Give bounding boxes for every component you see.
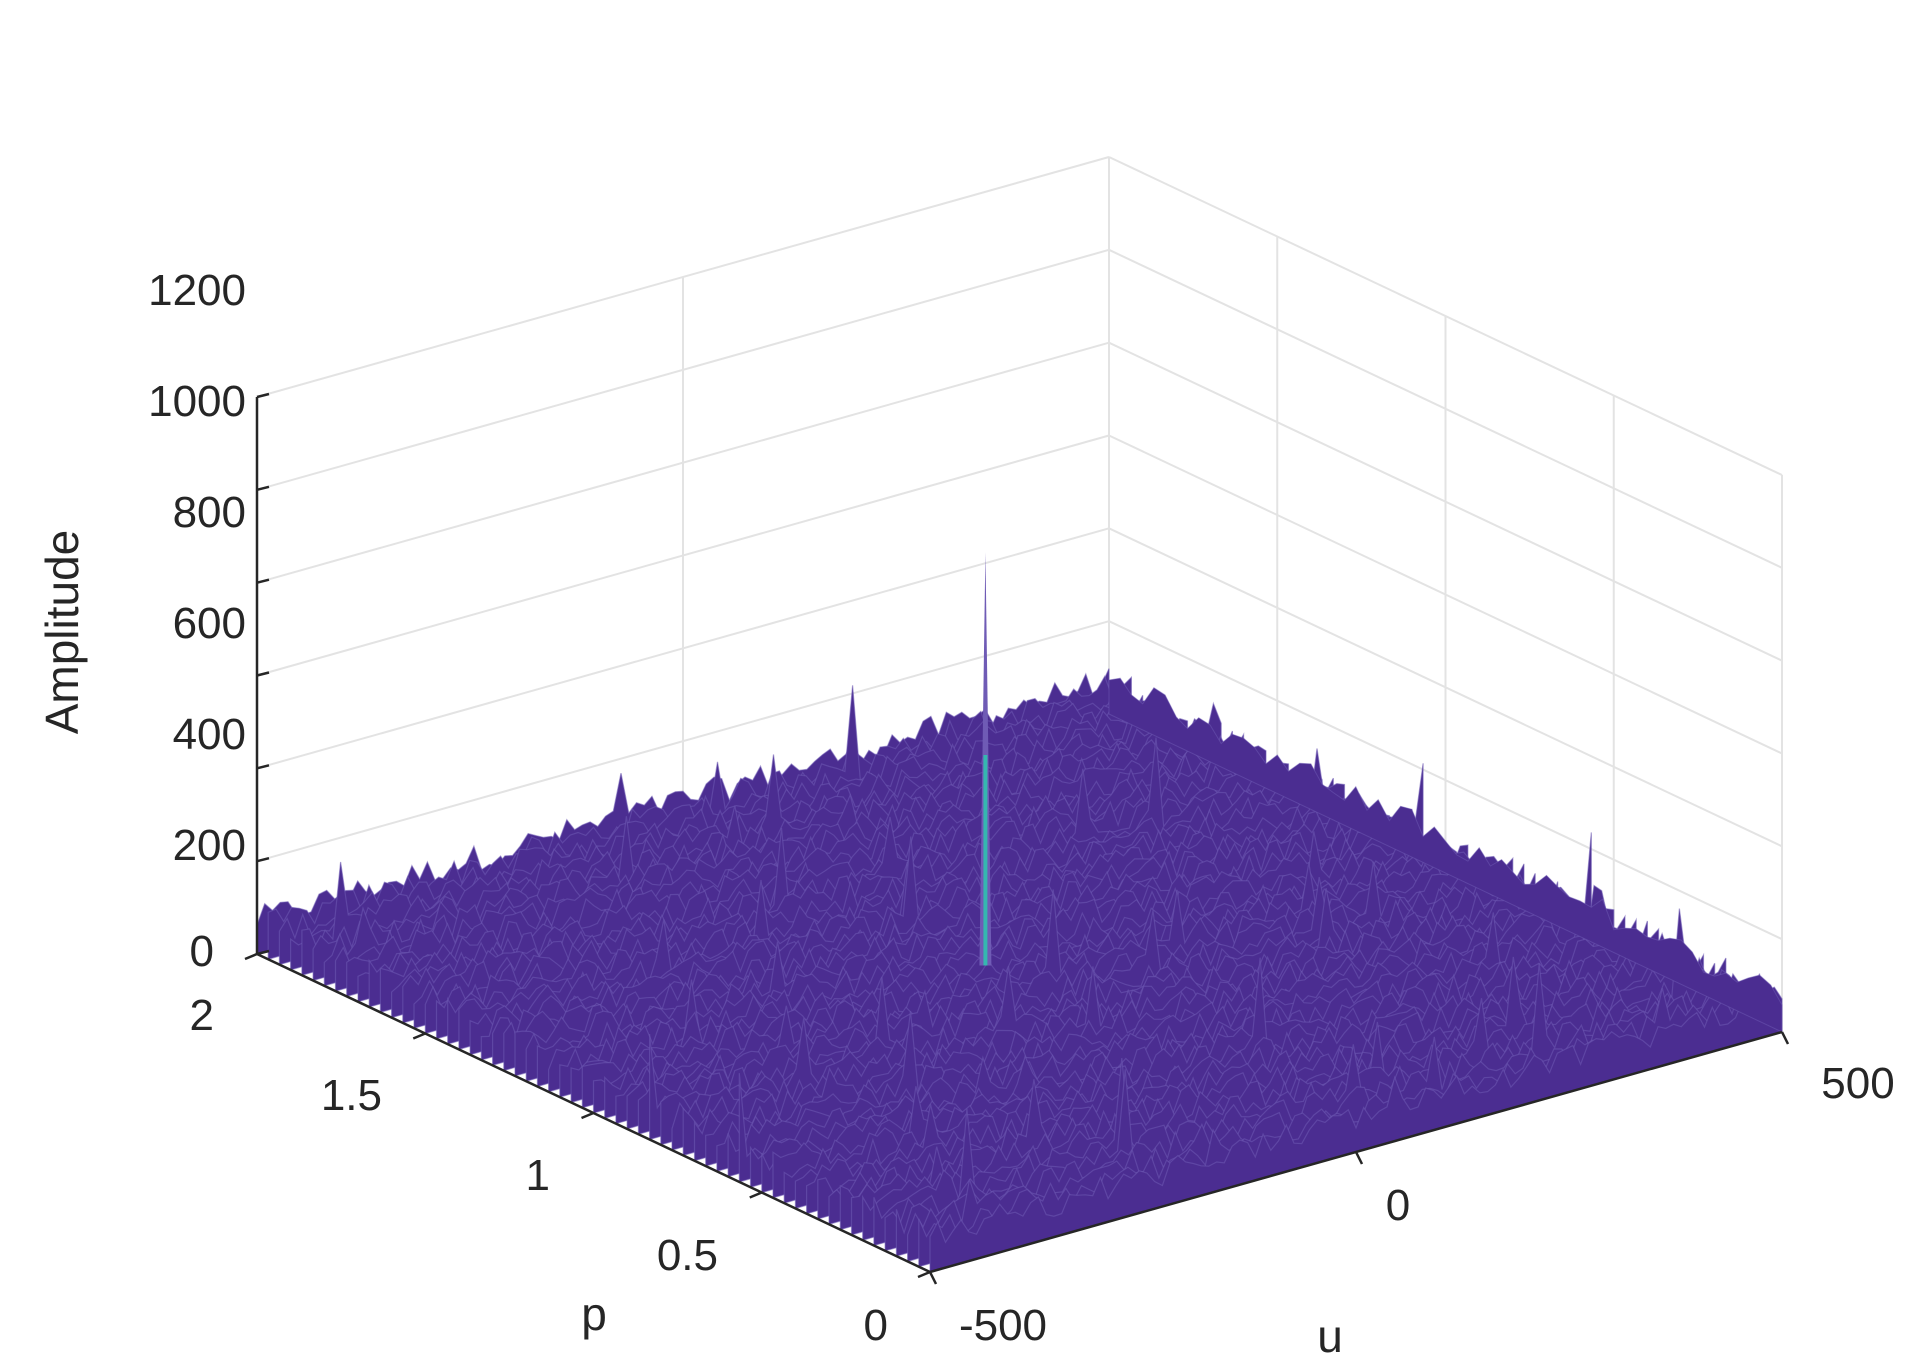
surface-strip — [929, 986, 1783, 1273]
p-tick-1: 1 — [526, 1151, 550, 1200]
u-axis-label: u — [1317, 1310, 1343, 1362]
u-tick-mark — [1354, 1151, 1364, 1165]
u-tick-500: 500 — [1821, 1059, 1894, 1108]
z-tick-mark — [256, 764, 270, 770]
p-axis-label: p — [581, 1288, 607, 1340]
z-tick-600: 600 — [173, 599, 246, 648]
p-tick-0: 0 — [864, 1301, 888, 1350]
z-tick-800: 800 — [173, 488, 246, 537]
z-tick-mark — [256, 856, 270, 863]
surface-mesh — [256, 668, 1783, 1273]
p-tick-mark — [412, 1032, 426, 1040]
z-tick-mark — [256, 949, 270, 956]
p-tick-1.5: 1.5 — [321, 1071, 382, 1120]
u-tick-minus-500: -500 — [959, 1301, 1047, 1350]
z-tick-mark — [256, 392, 270, 399]
z-tick-200: 200 — [173, 821, 246, 870]
u-tick-mark — [1780, 1031, 1790, 1045]
axes — [244, 392, 1790, 1285]
p-tick-mark — [581, 1111, 594, 1120]
z-tick-0: 0 — [190, 927, 214, 976]
z-tick-mark — [256, 485, 270, 492]
p-tick-mark — [749, 1191, 763, 1199]
p-tick-2: 2 — [190, 991, 214, 1040]
u-tick-mark — [928, 1271, 938, 1285]
peak-layer — [979, 552, 992, 966]
surface-strip — [738, 832, 1592, 1183]
p-tick-mark — [917, 1270, 931, 1279]
z-axis-label: Amplitude — [36, 530, 88, 735]
surface-edge-right — [1108, 677, 1783, 1033]
u-tick-0: 0 — [1386, 1181, 1410, 1230]
z-tick-1200: 1200 — [148, 266, 246, 315]
z-tick-1000: 1000 — [148, 377, 246, 426]
p-tick-mark — [244, 952, 258, 961]
z-tick-mark — [256, 671, 270, 677]
z-tick-400: 400 — [173, 710, 246, 759]
z-tick-mark — [256, 578, 270, 584]
p-tick-0.5: 0.5 — [657, 1231, 718, 1280]
